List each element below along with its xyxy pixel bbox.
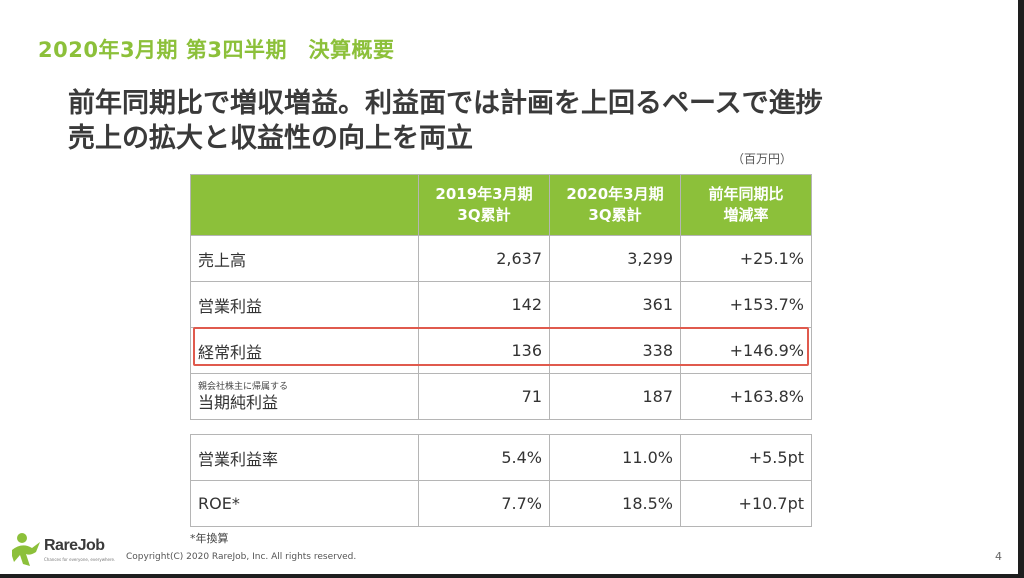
value-2019: 2,637 [418,235,550,282]
table-row: 経常利益 136 338 +146.9% [190,327,812,374]
header-2020: 2020年3月期 3Q累計 [549,174,681,236]
value-2020: 187 [549,373,681,420]
row-label: 親会社株主に帰属する 当期純利益 [190,373,419,420]
header-2019-period: 2019年3月期 [435,185,533,203]
row-label: 経常利益 [190,327,419,374]
header-change-yoy: 前年同期比 [708,185,784,203]
page-number: 4 [995,550,1002,563]
headline-line-2: 売上の拡大と収益性の向上を両立 [68,123,473,154]
row-label: 営業利益率 [190,434,419,481]
row-label: 営業利益 [190,281,419,328]
value-2019: 5.4% [418,434,550,481]
value-change: +163.8% [680,373,812,420]
logo-tagline: Chances for everyone, everywhere. [44,557,116,562]
value-change: +25.1% [680,235,812,282]
copyright: Copyright(C) 2020 RareJob, Inc. All righ… [126,552,357,562]
header-2020-period: 2020年3月期 [566,185,664,203]
value-2019: 7.7% [418,480,550,527]
rarejob-logo-icon [12,533,40,566]
header-2020-cumulative: 3Q累計 [588,206,642,224]
value-2019: 71 [418,373,550,420]
ratio-table: 営業利益率 5.4% 11.0% +5.5pt ROE* 7.7% 18.5% … [190,434,812,527]
value-2020: 361 [549,281,681,328]
row-main-label: 当期純利益 [198,392,279,412]
header-empty-cell [190,174,419,236]
value-2020: 11.0% [549,434,681,481]
footnote: *年換算 [190,532,229,545]
table-row: 営業利益率 5.4% 11.0% +5.5pt [190,434,812,481]
header-2019: 2019年3月期 3Q累計 [418,174,550,236]
slide-title: 2020年3月期 第3四半期 決算概要 [38,38,395,62]
unit-label: （百万円） [732,152,793,166]
table-row: 親会社株主に帰属する 当期純利益 71 187 +163.8% [190,373,812,420]
results-table: 2019年3月期 3Q累計 2020年3月期 3Q累計 前年同期比 増減率 売上… [190,174,812,420]
row-label: ROE* [190,480,419,527]
logo-wordmark: RareJob [44,537,105,554]
window-edge-bottom [0,574,1024,578]
value-change: +10.7pt [680,480,812,527]
header-2019-cumulative: 3Q累計 [457,206,511,224]
value-2019: 142 [418,281,550,328]
table-row: 売上高 2,637 3,299 +25.1% [190,235,812,282]
row-sublabel: 親会社株主に帰属する [198,381,289,392]
table-row: ROE* 7.7% 18.5% +10.7pt [190,480,812,527]
header-change: 前年同期比 増減率 [680,174,812,236]
headline-line-1: 前年同期比で増収増益。利益面では計画を上回るペースで進捗 [68,88,823,119]
value-change: +153.7% [680,281,812,328]
headline: 前年同期比で増収増益。利益面では計画を上回るペースで進捗 売上の拡大と収益性の向… [68,86,823,156]
table-row: 営業利益 142 361 +153.7% [190,281,812,328]
value-2020: 18.5% [549,480,681,527]
header-change-rate: 増減率 [723,206,769,224]
value-change: +5.5pt [680,434,812,481]
value-2020: 3,299 [549,235,681,282]
table-header-row: 2019年3月期 3Q累計 2020年3月期 3Q累計 前年同期比 増減率 [190,174,812,236]
row-label: 売上高 [190,235,419,282]
window-edge-right [1018,0,1024,578]
highlight-box-ordinary-profit [193,327,809,366]
